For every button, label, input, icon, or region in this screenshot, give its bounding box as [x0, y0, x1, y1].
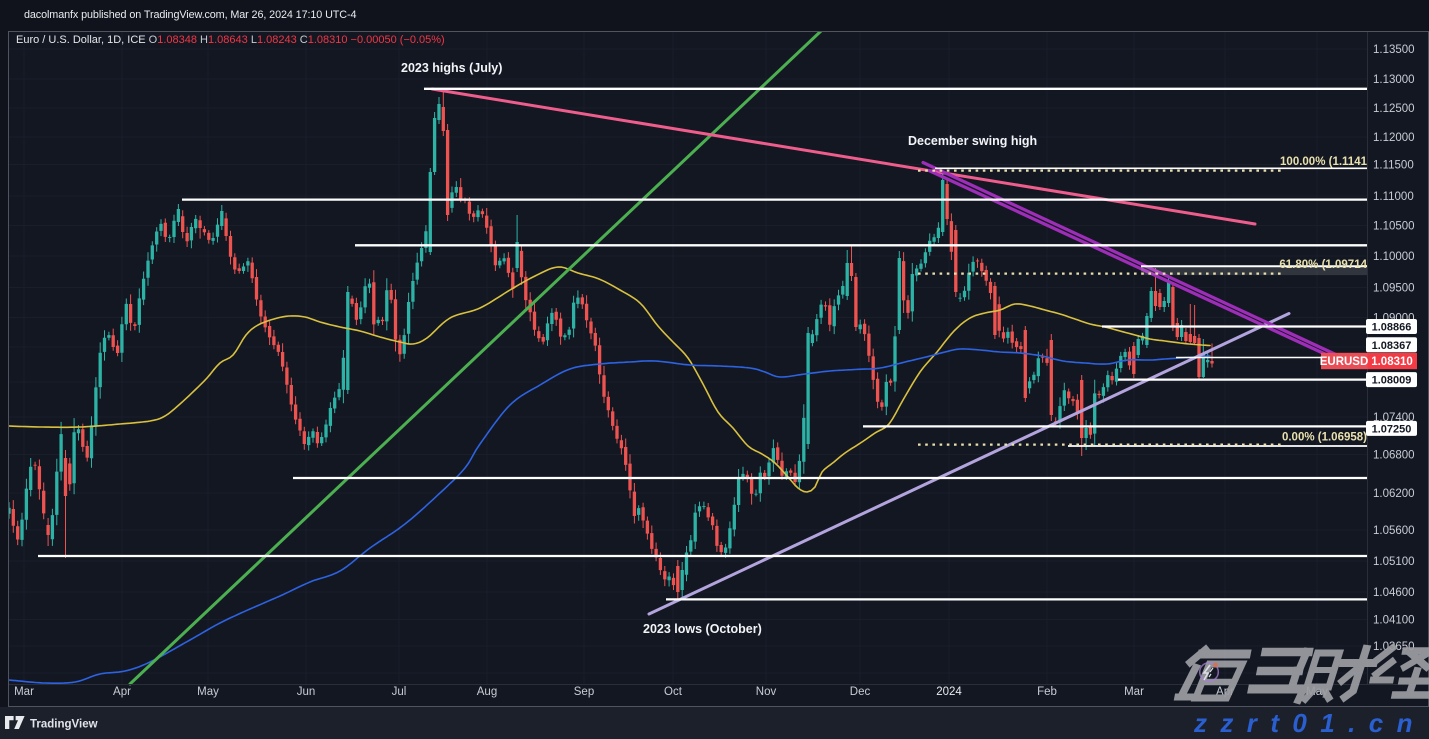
svg-text:1.06800: 1.06800: [1373, 450, 1415, 462]
svg-text:1.13500: 1.13500: [1373, 44, 1415, 56]
svg-text:100.00% (1.1141: 100.00% (1.1141: [1280, 156, 1368, 168]
svg-text:1.10000: 1.10000: [1373, 251, 1415, 263]
svg-text:Mar: Mar: [14, 686, 34, 698]
svg-text:1.13000: 1.13000: [1373, 74, 1415, 86]
svg-text:1.10500: 1.10500: [1373, 221, 1415, 233]
svg-text:Euro / U.S. Dollar, 1D, ICE O1: Euro / U.S. Dollar, 1D, ICE O1.08348 H1.…: [16, 34, 445, 46]
svg-text:1.08866: 1.08866: [1372, 322, 1412, 334]
svg-text:zzrt01.cn: zzrt01.cn: [1193, 708, 1426, 738]
svg-text:2023 highs (July): 2023 highs (July): [401, 61, 502, 75]
svg-text:dacolmanfx published on Tradin: dacolmanfx published on TradingView.com,…: [24, 9, 356, 21]
svg-text:0.00% (1.06958): 0.00% (1.06958): [1282, 432, 1367, 444]
svg-text:1.12000: 1.12000: [1373, 132, 1415, 144]
svg-text:May: May: [197, 686, 219, 698]
svg-text:Aug: Aug: [477, 686, 497, 698]
svg-text:1.05600: 1.05600: [1373, 525, 1415, 537]
svg-text:Apr: Apr: [113, 686, 131, 698]
svg-text:Nov: Nov: [756, 686, 777, 698]
svg-text:Sep: Sep: [574, 686, 594, 698]
svg-text:Jun: Jun: [297, 686, 316, 698]
svg-text:1.09500: 1.09500: [1373, 283, 1415, 295]
svg-text:1.04600: 1.04600: [1373, 587, 1415, 599]
svg-text:1.08367: 1.08367: [1372, 340, 1412, 352]
svg-text:1.05100: 1.05100: [1373, 556, 1415, 568]
svg-text:2023 lows (October): 2023 lows (October): [643, 622, 762, 636]
svg-text:1.08009: 1.08009: [1372, 375, 1412, 387]
svg-text:EURUSD: EURUSD: [1320, 356, 1369, 368]
svg-text:1.07250: 1.07250: [1372, 423, 1412, 435]
svg-text:Dec: Dec: [850, 686, 871, 698]
svg-text:Feb: Feb: [1037, 686, 1057, 698]
svg-text:1.12500: 1.12500: [1373, 103, 1415, 115]
svg-text:2024: 2024: [936, 686, 962, 698]
svg-text:TradingView: TradingView: [30, 719, 98, 731]
svg-text:1.04100: 1.04100: [1373, 615, 1415, 627]
svg-text:December swing high: December swing high: [908, 134, 1037, 148]
svg-text:1.11000: 1.11000: [1373, 191, 1414, 203]
svg-text:1.06200: 1.06200: [1373, 488, 1415, 500]
svg-text:1.08310: 1.08310: [1371, 356, 1413, 368]
svg-text:Jul: Jul: [392, 686, 407, 698]
svg-text:1.11500: 1.11500: [1373, 160, 1414, 172]
svg-text:61.80% (1.09714: 61.80% (1.09714: [1279, 259, 1367, 271]
svg-text:Mar: Mar: [1124, 686, 1144, 698]
svg-text:Oct: Oct: [664, 686, 683, 698]
